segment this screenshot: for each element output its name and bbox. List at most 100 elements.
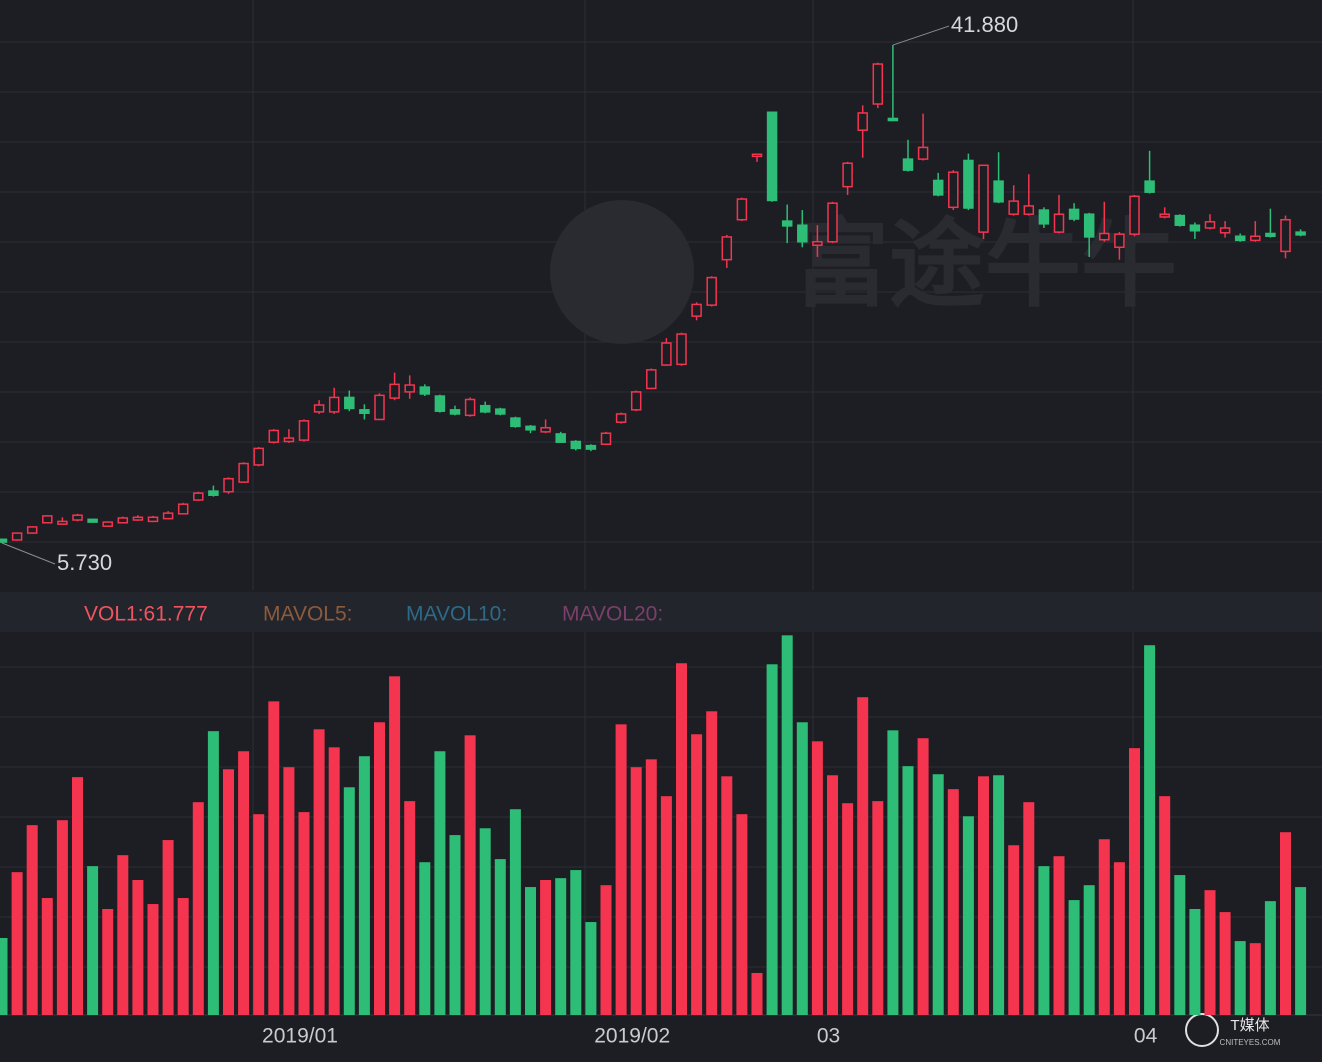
candle-body xyxy=(1189,224,1201,232)
volume-bar xyxy=(902,766,914,1015)
volume-bar xyxy=(1129,748,1140,1015)
candle-body xyxy=(1114,233,1125,249)
volume-bar xyxy=(26,825,38,1015)
volume-bar xyxy=(464,735,476,1015)
candle-body xyxy=(193,492,204,501)
candle-body xyxy=(162,512,174,520)
candle-body xyxy=(978,164,989,233)
volume-bar xyxy=(660,796,672,1015)
volume-bar xyxy=(41,898,53,1015)
candle-body xyxy=(26,526,38,534)
volume-bar xyxy=(404,801,416,1015)
candle-body xyxy=(268,429,280,443)
annotation-line xyxy=(1,542,56,565)
volume-bar xyxy=(872,801,884,1015)
candle-body xyxy=(117,517,129,524)
candle-body xyxy=(872,63,884,105)
volume-bar xyxy=(600,885,612,1015)
volume-bar xyxy=(509,809,521,1015)
candle-body xyxy=(1265,232,1276,237)
candle-body xyxy=(857,112,868,131)
x-tick-label: 03 xyxy=(817,1025,840,1048)
volume-bar xyxy=(570,870,582,1015)
candle-body xyxy=(1219,227,1231,234)
volume-bar xyxy=(1053,856,1065,1015)
volume-bar xyxy=(102,909,114,1015)
candle-body xyxy=(585,444,597,450)
candle-body xyxy=(0,538,8,543)
candle-body xyxy=(359,409,370,415)
volume-bar xyxy=(1174,875,1186,1015)
volume-bar xyxy=(766,664,778,1015)
volume-bar xyxy=(358,756,370,1015)
volume-bar xyxy=(917,738,929,1015)
volume-bar xyxy=(1189,909,1201,1015)
candle-body xyxy=(1234,235,1246,242)
candle-body xyxy=(102,521,113,527)
candle-body xyxy=(434,395,446,412)
volume-bar xyxy=(419,862,431,1015)
candle-body xyxy=(87,518,98,523)
candle-body xyxy=(1159,213,1170,218)
candle-body xyxy=(1295,231,1306,236)
candle-body xyxy=(238,462,249,483)
candle-body xyxy=(902,158,914,171)
volume-bar xyxy=(1219,912,1231,1015)
volume-bar xyxy=(525,887,536,1015)
volume-bar xyxy=(857,697,869,1015)
volume-bar xyxy=(540,880,552,1015)
volume-bar xyxy=(117,855,129,1015)
legend-item: MAVOL20: xyxy=(562,603,663,626)
candle-body xyxy=(963,159,974,209)
candle-body xyxy=(57,520,68,525)
volume-bar xyxy=(1295,887,1307,1015)
volume-bar xyxy=(993,775,1005,1015)
candle-body xyxy=(797,224,808,243)
volume-bar xyxy=(253,814,265,1015)
volume-bar xyxy=(811,741,823,1015)
candle-body xyxy=(827,202,838,243)
volume-bar xyxy=(1264,901,1276,1015)
volume-bar xyxy=(827,775,838,1015)
volume-bar xyxy=(328,747,340,1015)
logo-mark xyxy=(1185,1013,1219,1047)
candle-body xyxy=(464,398,476,417)
volume-bar xyxy=(736,814,748,1015)
volume-bar xyxy=(313,729,325,1015)
volume-bar xyxy=(283,767,295,1015)
candle-body xyxy=(751,153,763,158)
volume-bar xyxy=(887,730,899,1015)
candle-body xyxy=(706,276,717,306)
candle-body xyxy=(887,117,899,122)
volume-bar xyxy=(343,787,355,1015)
candle-body xyxy=(948,171,959,209)
candle-body xyxy=(721,236,733,261)
volume-bar xyxy=(1144,645,1156,1015)
volume-bar xyxy=(192,802,204,1015)
candle-body xyxy=(419,386,431,395)
volume-bar xyxy=(147,904,159,1015)
candle-body xyxy=(570,440,582,450)
volume-bar xyxy=(479,828,491,1015)
volume-bar xyxy=(932,774,944,1015)
volume-bar xyxy=(585,922,597,1015)
volume-bar xyxy=(645,759,657,1015)
candle-body xyxy=(1053,213,1065,233)
candle-body xyxy=(344,396,355,410)
candle-body xyxy=(525,425,536,431)
volume-header xyxy=(0,592,1322,632)
legend-item: MAVOL10: xyxy=(406,603,507,626)
candle-body xyxy=(298,420,310,441)
candle-body xyxy=(781,220,793,227)
candle-body xyxy=(1099,232,1110,241)
candle-body xyxy=(917,146,929,160)
volume-bar xyxy=(87,866,99,1015)
volume-bar xyxy=(162,840,174,1015)
volume-bar xyxy=(1098,839,1110,1015)
candle-body xyxy=(600,432,612,446)
candle-body xyxy=(1204,221,1216,229)
candle-body xyxy=(630,391,642,411)
volume-bar xyxy=(207,731,219,1015)
volume-bar xyxy=(1023,802,1035,1015)
